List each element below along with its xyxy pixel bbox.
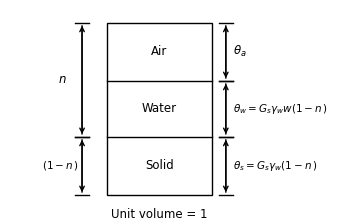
Text: $\theta_s = G_s\gamma_w(1-n\,)$: $\theta_s = G_s\gamma_w(1-n\,)$ xyxy=(233,159,317,173)
Text: Air: Air xyxy=(151,45,168,58)
Bar xyxy=(106,23,212,195)
Text: $\theta_w = G_s\gamma_w w(1-n\,)$: $\theta_w = G_s\gamma_w w(1-n\,)$ xyxy=(233,102,328,116)
Text: Water: Water xyxy=(142,102,177,115)
Text: $\theta_a$: $\theta_a$ xyxy=(233,44,247,60)
Text: $n$: $n$ xyxy=(59,73,67,86)
Text: Unit volume = 1: Unit volume = 1 xyxy=(111,208,207,221)
Text: Solid: Solid xyxy=(145,159,174,172)
Text: $(1-n\,)$: $(1-n\,)$ xyxy=(42,159,79,172)
